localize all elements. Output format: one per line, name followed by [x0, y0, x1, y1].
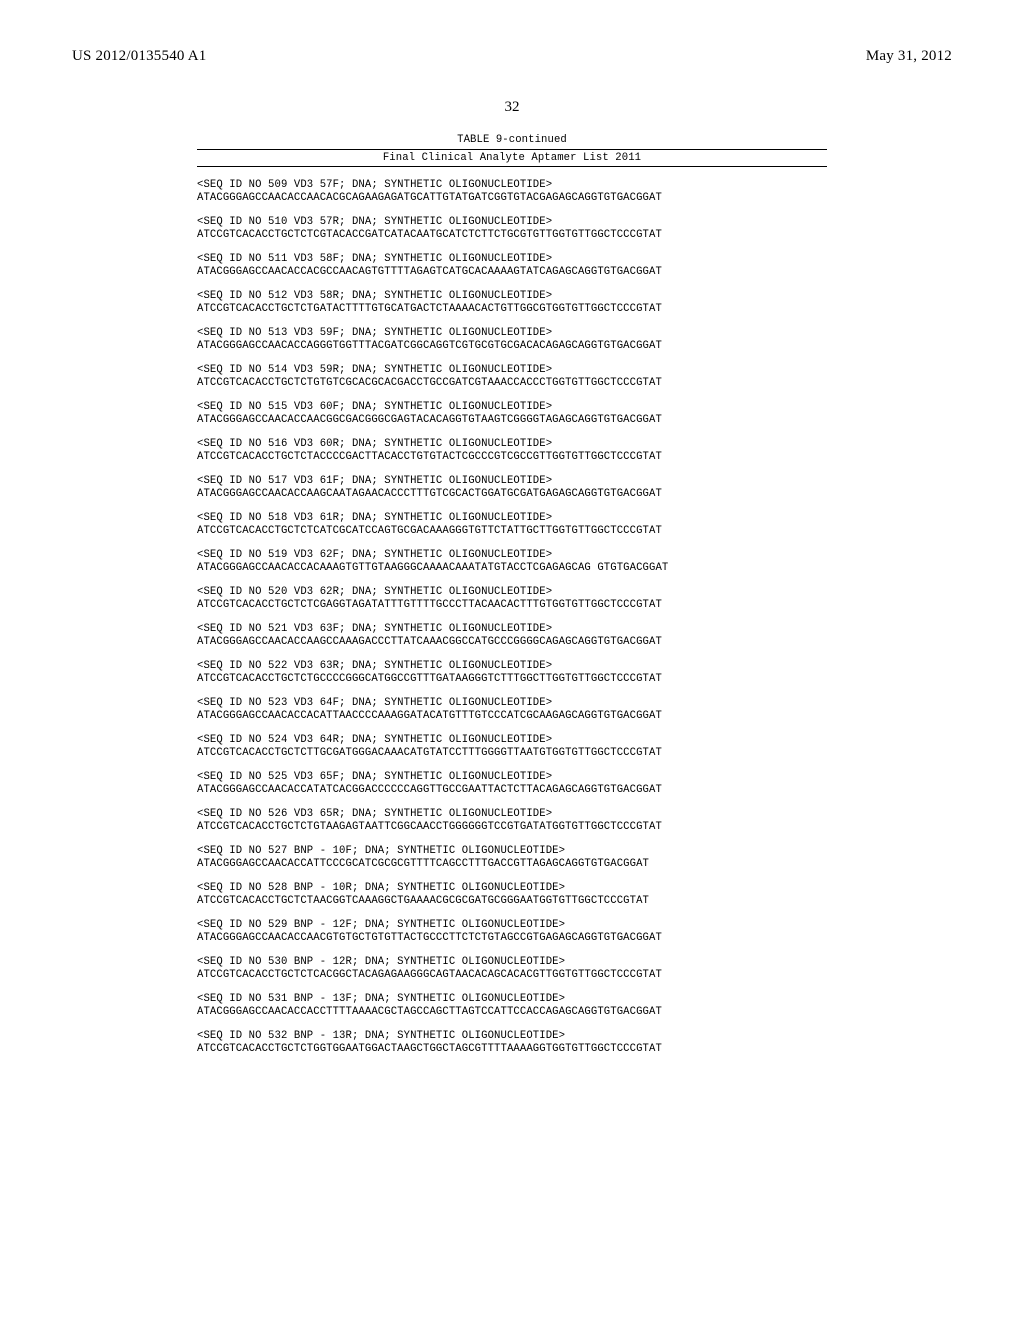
- sequence-entry: <SEQ ID NO 509 VD3 57F; DNA; SYNTHETIC O…: [197, 179, 827, 204]
- sequence-value: ATCCGTCACACCTGCTCTCGAGGTAGATATTTGTTTTGCC…: [197, 599, 827, 612]
- sequence-entry: <SEQ ID NO 527 BNP - 10F; DNA; SYNTHETIC…: [197, 845, 827, 870]
- sequence-header: <SEQ ID NO 514 VD3 59R; DNA; SYNTHETIC O…: [197, 364, 827, 377]
- sequence-value: ATACGGGAGCCAACACCACCTTTTAAAACGCTAGCCAGCT…: [197, 1006, 827, 1019]
- sequence-value: ATCCGTCACACCTGCTCTGATACTTTTGTGCATGACTCTA…: [197, 303, 827, 316]
- sequence-header: <SEQ ID NO 522 VD3 63R; DNA; SYNTHETIC O…: [197, 660, 827, 673]
- sequence-entry: <SEQ ID NO 520 VD3 62R; DNA; SYNTHETIC O…: [197, 586, 827, 611]
- sequence-entry: <SEQ ID NO 513 VD3 59F; DNA; SYNTHETIC O…: [197, 327, 827, 352]
- sequence-header: <SEQ ID NO 510 VD3 57R; DNA; SYNTHETIC O…: [197, 216, 827, 229]
- page-number: 32: [72, 99, 952, 116]
- sequence-entry: <SEQ ID NO 514 VD3 59R; DNA; SYNTHETIC O…: [197, 364, 827, 389]
- sequence-value: ATACGGGAGCCAACACCAACACGCAGAAGAGATGCATTGT…: [197, 192, 827, 205]
- sequence-entry: <SEQ ID NO 510 VD3 57R; DNA; SYNTHETIC O…: [197, 216, 827, 241]
- sequence-header: <SEQ ID NO 513 VD3 59F; DNA; SYNTHETIC O…: [197, 327, 827, 340]
- sequence-value: ATCCGTCACACCTGCTCTCGTACACCGATCATACAATGCA…: [197, 229, 827, 242]
- publication-date: May 31, 2012: [866, 48, 952, 65]
- table-rule-top: [197, 149, 827, 150]
- sequence-header: <SEQ ID NO 518 VD3 61R; DNA; SYNTHETIC O…: [197, 512, 827, 525]
- sequence-entry: <SEQ ID NO 521 VD3 63F; DNA; SYNTHETIC O…: [197, 623, 827, 648]
- sequence-header: <SEQ ID NO 523 VD3 64F; DNA; SYNTHETIC O…: [197, 697, 827, 710]
- sequence-header: <SEQ ID NO 516 VD3 60R; DNA; SYNTHETIC O…: [197, 438, 827, 451]
- sequence-header: <SEQ ID NO 527 BNP - 10F; DNA; SYNTHETIC…: [197, 845, 827, 858]
- sequence-entry: <SEQ ID NO 532 BNP - 13R; DNA; SYNTHETIC…: [197, 1030, 827, 1055]
- sequence-header: <SEQ ID NO 529 BNP - 12F; DNA; SYNTHETIC…: [197, 919, 827, 932]
- sequence-header: <SEQ ID NO 515 VD3 60F; DNA; SYNTHETIC O…: [197, 401, 827, 414]
- sequence-entry: <SEQ ID NO 529 BNP - 12F; DNA; SYNTHETIC…: [197, 919, 827, 944]
- sequence-value: ATCCGTCACACCTGCTCTGGTGGAATGGACTAAGCTGGCT…: [197, 1043, 827, 1056]
- sequence-header: <SEQ ID NO 526 VD3 65R; DNA; SYNTHETIC O…: [197, 808, 827, 821]
- sequence-value: ATACGGGAGCCAACACCAAGCAATAGAACACCCTTTGTCG…: [197, 488, 827, 501]
- sequence-header: <SEQ ID NO 530 BNP - 12R; DNA; SYNTHETIC…: [197, 956, 827, 969]
- sequence-entry: <SEQ ID NO 528 BNP - 10R; DNA; SYNTHETIC…: [197, 882, 827, 907]
- sequence-value: ATCCGTCACACCTGCTCTGCCCCGGGCATGGCCGTTTGAT…: [197, 673, 827, 686]
- sequence-value: ATCCGTCACACCTGCTCTCACGGCTACAGAGAAGGGCAGT…: [197, 969, 827, 982]
- sequence-header: <SEQ ID NO 531 BNP - 13F; DNA; SYNTHETIC…: [197, 993, 827, 1006]
- sequence-entry: <SEQ ID NO 524 VD3 64R; DNA; SYNTHETIC O…: [197, 734, 827, 759]
- sequence-value: ATACGGGAGCCAACACCAAGCCAAAGACCCTTATCAAACG…: [197, 636, 827, 649]
- sequence-header: <SEQ ID NO 532 BNP - 13R; DNA; SYNTHETIC…: [197, 1030, 827, 1043]
- sequence-value: ATACGGGAGCCAACACCACAAAGTGTTGTAAGGGCAAAAC…: [197, 562, 827, 575]
- entries-container: <SEQ ID NO 509 VD3 57F; DNA; SYNTHETIC O…: [197, 179, 827, 1055]
- table-title: TABLE 9-continued: [197, 134, 827, 147]
- sequence-value: ATCCGTCACACCTGCTCTGTGTCGCACGCACGACCTGCCG…: [197, 377, 827, 390]
- sequence-header: <SEQ ID NO 511 VD3 58F; DNA; SYNTHETIC O…: [197, 253, 827, 266]
- sequence-value: ATACGGGAGCCAACACCATATCACGGACCCCCCAGGTTGC…: [197, 784, 827, 797]
- sequence-entry: <SEQ ID NO 531 BNP - 13F; DNA; SYNTHETIC…: [197, 993, 827, 1018]
- sequence-header: <SEQ ID NO 524 VD3 64R; DNA; SYNTHETIC O…: [197, 734, 827, 747]
- sequence-header: <SEQ ID NO 528 BNP - 10R; DNA; SYNTHETIC…: [197, 882, 827, 895]
- sequence-header: <SEQ ID NO 517 VD3 61F; DNA; SYNTHETIC O…: [197, 475, 827, 488]
- sequence-entry: <SEQ ID NO 525 VD3 65F; DNA; SYNTHETIC O…: [197, 771, 827, 796]
- sequence-header: <SEQ ID NO 525 VD3 65F; DNA; SYNTHETIC O…: [197, 771, 827, 784]
- sequence-header: <SEQ ID NO 520 VD3 62R; DNA; SYNTHETIC O…: [197, 586, 827, 599]
- sequence-entry: <SEQ ID NO 530 BNP - 12R; DNA; SYNTHETIC…: [197, 956, 827, 981]
- sequence-entry: <SEQ ID NO 515 VD3 60F; DNA; SYNTHETIC O…: [197, 401, 827, 426]
- sequence-value: ATCCGTCACACCTGCTCTCATCGCATCCAGTGCGACAAAG…: [197, 525, 827, 538]
- sequence-entry: <SEQ ID NO 518 VD3 61R; DNA; SYNTHETIC O…: [197, 512, 827, 537]
- sequence-table: TABLE 9-continued Final Clinical Analyte…: [197, 134, 827, 1055]
- sequence-value: ATACGGGAGCCAACACCAACGTGTGCTGTGTTACTGCCCT…: [197, 932, 827, 945]
- sequence-value: ATCCGTCACACCTGCTCTGTAAGAGTAATTCGGCAACCTG…: [197, 821, 827, 834]
- sequence-header: <SEQ ID NO 519 VD3 62F; DNA; SYNTHETIC O…: [197, 549, 827, 562]
- sequence-entry: <SEQ ID NO 511 VD3 58F; DNA; SYNTHETIC O…: [197, 253, 827, 278]
- sequence-header: <SEQ ID NO 512 VD3 58R; DNA; SYNTHETIC O…: [197, 290, 827, 303]
- sequence-value: ATACGGGAGCCAACACCACATTAACCCCAAAGGATACATG…: [197, 710, 827, 723]
- sequence-value: ATACGGGAGCCAACACCACGCCAACAGTGTTTTAGAGTCA…: [197, 266, 827, 279]
- sequence-entry: <SEQ ID NO 512 VD3 58R; DNA; SYNTHETIC O…: [197, 290, 827, 315]
- sequence-entry: <SEQ ID NO 523 VD3 64F; DNA; SYNTHETIC O…: [197, 697, 827, 722]
- sequence-value: ATCCGTCACACCTGCTCTACCCCGACTTACACCTGTGTAC…: [197, 451, 827, 464]
- sequence-value: ATCCGTCACACCTGCTCTTGCGATGGGACAAACATGTATC…: [197, 747, 827, 760]
- sequence-entry: <SEQ ID NO 522 VD3 63R; DNA; SYNTHETIC O…: [197, 660, 827, 685]
- sequence-value: ATACGGGAGCCAACACCATTCCCGCATCGCGCGTTTTCAG…: [197, 858, 827, 871]
- sequence-entry: <SEQ ID NO 519 VD3 62F; DNA; SYNTHETIC O…: [197, 549, 827, 574]
- sequence-header: <SEQ ID NO 509 VD3 57F; DNA; SYNTHETIC O…: [197, 179, 827, 192]
- sequence-entry: <SEQ ID NO 517 VD3 61F; DNA; SYNTHETIC O…: [197, 475, 827, 500]
- table-subtitle: Final Clinical Analyte Aptamer List 2011: [197, 152, 827, 165]
- sequence-value: ATACGGGAGCCAACACCAGGGTGGTTTACGATCGGCAGGT…: [197, 340, 827, 353]
- table-rule-bottom: [197, 166, 827, 167]
- sequence-header: <SEQ ID NO 521 VD3 63F; DNA; SYNTHETIC O…: [197, 623, 827, 636]
- sequence-value: ATACGGGAGCCAACACCAACGGCGACGGGCGAGTACACAG…: [197, 414, 827, 427]
- sequence-entry: <SEQ ID NO 526 VD3 65R; DNA; SYNTHETIC O…: [197, 808, 827, 833]
- publication-number: US 2012/0135540 A1: [72, 48, 206, 65]
- sequence-entry: <SEQ ID NO 516 VD3 60R; DNA; SYNTHETIC O…: [197, 438, 827, 463]
- sequence-value: ATCCGTCACACCTGCTCTAACGGTCAAAGGCTGAAAACGC…: [197, 895, 827, 908]
- page-header: US 2012/0135540 A1 May 31, 2012: [72, 48, 952, 65]
